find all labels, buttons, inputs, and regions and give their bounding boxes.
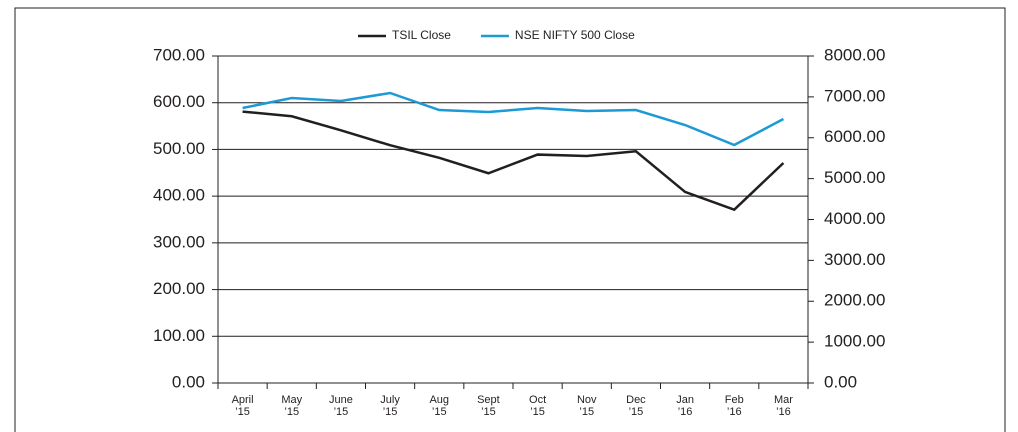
x-tick-label: ’15 — [334, 406, 349, 418]
legend-label: NSE NIFTY 500 Close — [515, 28, 635, 42]
x-tick-label: Aug — [429, 394, 449, 406]
x-tick-label: ’15 — [629, 406, 644, 418]
x-tick-label: Feb — [725, 394, 744, 406]
y2-tick-label: 7000.00 — [824, 86, 885, 105]
y2-tick-label: 5000.00 — [824, 168, 885, 187]
line-series — [242, 91, 785, 147]
y2-tick-label: 4000.00 — [824, 209, 885, 228]
x-tick-label: Oct — [529, 394, 546, 406]
y2-tick-label: 6000.00 — [824, 127, 885, 146]
y-tick-label: 100.00 — [153, 326, 205, 345]
y-tick-label: 300.00 — [153, 232, 205, 251]
y-tick-label: 700.00 — [153, 45, 205, 64]
y-tick-label: 400.00 — [153, 186, 205, 205]
y2-tick-label: 2000.00 — [824, 291, 885, 310]
frame — [14, 7, 1006, 432]
y-tick-label: 500.00 — [153, 139, 205, 158]
x-tick-label: May — [281, 394, 302, 406]
y-tick-label: 600.00 — [153, 92, 205, 111]
x-tick-label: ’16 — [727, 406, 742, 418]
x-tick-label: Dec — [626, 394, 646, 406]
x-tick-label: ’15 — [383, 406, 398, 418]
x-tick-label: ’15 — [235, 406, 250, 418]
x-tick-label: Jan — [676, 394, 694, 406]
x-tick-label: ’15 — [432, 406, 447, 418]
x-tick-label: April — [232, 394, 254, 406]
y2-tick-label: 3000.00 — [824, 250, 885, 269]
legend-label: TSIL Close — [392, 28, 451, 42]
x-tick-label: Sept — [477, 394, 500, 406]
x-tick-label: ’15 — [481, 406, 496, 418]
y2-tick-label: 0.00 — [824, 372, 857, 391]
y2-tick-label: 8000.00 — [824, 45, 885, 64]
x-tick-label: ’15 — [530, 406, 545, 418]
x-tick-label: ’15 — [284, 406, 299, 418]
x-tick-label: Nov — [577, 394, 597, 406]
x-tick-label: Mar — [774, 394, 793, 406]
x-tick-label: ’16 — [678, 406, 693, 418]
x-tick-label: June — [329, 394, 353, 406]
line-series — [242, 110, 785, 212]
x-tick-label: ’16 — [776, 406, 791, 418]
x-tick-label: July — [380, 394, 400, 406]
y2-tick-label: 1000.00 — [824, 332, 885, 351]
y-tick-label: 0.00 — [172, 372, 205, 391]
y-tick-label: 200.00 — [153, 279, 205, 298]
x-tick-label: ’15 — [579, 406, 594, 418]
